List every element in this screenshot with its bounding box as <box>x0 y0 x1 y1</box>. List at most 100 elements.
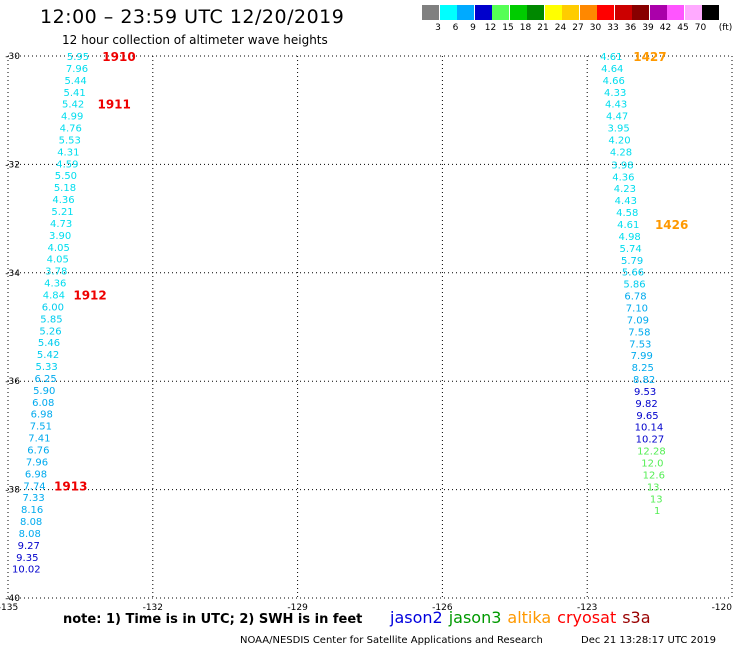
legend-swatch <box>632 5 649 20</box>
wave-height-value: 4.20 <box>608 135 630 146</box>
pass-number-label: 1426 <box>655 218 688 232</box>
legend-label: 24 <box>554 23 567 33</box>
legend-label: 45 <box>677 23 689 33</box>
pass-number-label: 1912 <box>73 288 106 302</box>
wave-height-value: 7.96 <box>26 457 48 468</box>
wave-height-value: 12.6 <box>643 470 665 481</box>
wave-height-value: 4.61 <box>617 220 639 231</box>
legend-swatch <box>439 5 457 20</box>
wave-height-value: 5.26 <box>39 326 61 337</box>
wave-height-value: 5.18 <box>54 183 76 194</box>
wave-height-value: 4.43 <box>605 100 627 111</box>
legend-label: 36 <box>624 23 637 33</box>
wave-height-value: 6.08 <box>32 398 54 409</box>
wave-height-value: 9.27 <box>18 541 40 552</box>
wave-height-value: 5.42 <box>37 350 59 361</box>
legend-swatch <box>702 5 719 20</box>
wave-height-value: 7.51 <box>30 422 52 433</box>
pass-number-label: 1913 <box>54 479 87 493</box>
wave-height-value: 4.61 <box>600 52 622 63</box>
wave-height-value: 4.59 <box>56 159 78 170</box>
wave-height-value: 3.90 <box>49 231 71 242</box>
wave-height-value: 3.78 <box>45 267 67 278</box>
satellite-name: s3a <box>622 608 651 627</box>
lat-tick-label: -40 <box>5 594 20 604</box>
wave-height-value: 5.41 <box>63 88 85 99</box>
wave-height-value: 4.98 <box>619 232 641 243</box>
pass-number-label: 1910 <box>102 50 135 64</box>
legend-swatch <box>474 5 492 20</box>
legend-swatch <box>457 5 474 20</box>
wave-height-value: 7.53 <box>629 339 651 350</box>
lon-tick-label: -135 <box>0 603 18 613</box>
pass-number-label: 1427 <box>633 50 666 64</box>
legend-label: 42 <box>659 23 672 33</box>
legend-unit: (ft) <box>718 23 733 33</box>
wave-height-value: 4.23 <box>614 184 636 195</box>
legend-swatch <box>667 5 684 20</box>
legend-label: 70 <box>694 23 707 33</box>
legend-swatch <box>509 5 527 20</box>
wave-height-value: 4.64 <box>601 64 623 75</box>
satellite-name: cryosat <box>557 608 617 627</box>
wave-height-value: 10.14 <box>635 423 664 434</box>
wave-height-value: 5.42 <box>62 100 84 111</box>
legend-label: 3 <box>435 23 441 33</box>
satellite-name: altika <box>507 608 552 627</box>
legend-label: 33 <box>607 23 619 33</box>
wave-height-value: 6.76 <box>27 445 49 456</box>
wave-height-value: 6.98 <box>25 469 47 480</box>
lat-tick-label: -34 <box>5 269 20 279</box>
wave-height-value: 5.44 <box>64 76 86 87</box>
wave-height-value: 6.00 <box>42 302 64 313</box>
legend-swatch <box>614 5 632 20</box>
legend-swatch <box>684 5 702 20</box>
wave-height-value: 9.35 <box>16 553 38 564</box>
lon-tick-label: -120 <box>712 603 733 613</box>
legend-swatch <box>527 5 544 20</box>
wave-height-value: 7.99 <box>631 351 653 362</box>
wave-height-value: 4.36 <box>52 195 74 206</box>
wave-height-value: 10.27 <box>636 435 665 446</box>
wave-height-value: 4.36 <box>612 172 634 183</box>
legend-swatch <box>597 5 614 20</box>
wave-height-value: 5.50 <box>55 171 77 182</box>
lat-tick-label: -30 <box>5 52 20 62</box>
lon-tick-label: -132 <box>143 603 163 613</box>
legend-label: 30 <box>589 23 602 33</box>
wave-height-value: 3.95 <box>607 124 629 135</box>
wave-height-value: 4.73 <box>50 219 72 230</box>
wave-height-value: 10.02 <box>12 565 41 576</box>
wave-height-value: 4.43 <box>615 196 637 207</box>
wave-height-value: 13. <box>647 482 663 493</box>
legend-label: 39 <box>642 23 654 33</box>
legend-swatch <box>544 5 562 20</box>
wave-height-value: 5.74 <box>620 244 642 255</box>
satellite-name: jason3 <box>448 608 502 627</box>
wave-height-value: 4.76 <box>60 124 82 135</box>
wave-height-value: 7.74 <box>23 481 45 492</box>
lat-tick-label: -32 <box>5 160 20 170</box>
legend-swatch <box>562 5 579 20</box>
credit-line: NOAA/NESDIS Center for Satellite Applica… <box>240 635 543 646</box>
wave-height-value: 6.78 <box>624 292 646 303</box>
legend-label: 18 <box>519 23 532 33</box>
pass-number-label: 1911 <box>97 98 130 112</box>
legend-label: 27 <box>572 23 584 33</box>
legend-swatch <box>492 5 509 20</box>
wave-height-value: 5.53 <box>59 135 81 146</box>
wave-height-value: 5.85 <box>40 314 62 325</box>
wave-height-value: 5.86 <box>623 280 645 291</box>
wave-height-value: 4.05 <box>48 243 70 254</box>
wave-height-value: 8.08 <box>19 529 41 540</box>
wave-height-value: 4.84 <box>43 290 65 301</box>
wave-height-value: 5.33 <box>35 362 57 373</box>
wave-height-value: 4.36 <box>44 279 66 290</box>
wave-height-value: 12.0 <box>641 459 663 470</box>
lat-tick-label: -36 <box>5 377 20 387</box>
wave-height-value: 7.96 <box>66 64 88 75</box>
wave-height-value: 5.21 <box>51 207 73 218</box>
wave-height-value: 4.66 <box>603 76 625 87</box>
legend-swatch <box>649 5 667 20</box>
wave-height-value: 8.25 <box>632 363 654 374</box>
